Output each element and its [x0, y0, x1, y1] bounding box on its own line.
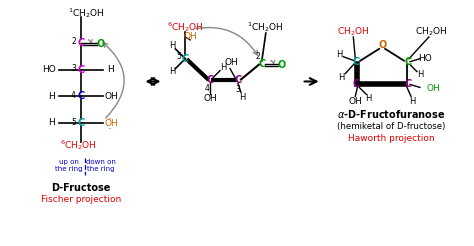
Text: H: H [338, 73, 345, 82]
Text: 2: 2 [71, 37, 76, 46]
Text: OH: OH [105, 92, 118, 101]
Text: Haworth projection: Haworth projection [348, 134, 434, 143]
Text: OH: OH [105, 120, 118, 128]
Text: C: C [77, 91, 84, 101]
FancyArrowPatch shape [103, 43, 124, 118]
Text: $^1$CH$_2$OH: $^1$CH$_2$OH [247, 20, 284, 34]
Text: 2: 2 [255, 52, 260, 61]
Text: OH: OH [427, 84, 441, 93]
Text: C: C [77, 38, 84, 48]
Text: C: C [234, 76, 242, 86]
Text: HO: HO [418, 54, 432, 63]
Text: C: C [207, 76, 214, 86]
Text: 3: 3 [71, 64, 76, 73]
Text: $^6$CH$_2$OH: $^6$CH$_2$OH [60, 138, 96, 152]
Text: ··: ·· [108, 116, 112, 122]
Text: 4: 4 [205, 84, 210, 93]
Text: H: H [169, 41, 175, 50]
Text: OH: OH [203, 94, 217, 103]
Text: C: C [353, 79, 360, 90]
Text: CH$_2$OH: CH$_2$OH [415, 26, 447, 38]
Text: H: H [107, 65, 113, 74]
Text: 4: 4 [71, 91, 76, 100]
Text: H: H [239, 93, 245, 102]
Text: $^6$CH$_2$OH: $^6$CH$_2$OH [167, 20, 204, 34]
Text: up on
the ring: up on the ring [55, 159, 83, 172]
Text: CH$_2$OH: CH$_2$OH [337, 26, 370, 38]
Text: HO: HO [42, 65, 56, 74]
Text: ··: ·· [108, 126, 112, 132]
FancyArrowPatch shape [196, 28, 257, 55]
Text: H: H [48, 119, 55, 127]
Text: C: C [258, 59, 265, 69]
Text: $^1$CH$_2$OH: $^1$CH$_2$OH [68, 6, 104, 20]
FancyArrowPatch shape [271, 60, 275, 64]
Text: 5: 5 [176, 52, 182, 61]
Text: OH: OH [348, 97, 362, 106]
Text: down on
the ring: down on the ring [86, 159, 116, 172]
Text: H: H [409, 97, 415, 106]
Text: $\alpha$-D-Fructofuranose: $\alpha$-D-Fructofuranose [337, 108, 445, 120]
Text: H: H [48, 92, 55, 101]
Text: OH: OH [224, 58, 238, 67]
Text: O: O [378, 40, 386, 50]
FancyArrowPatch shape [89, 39, 92, 43]
Text: (hemiketal of D-fructose): (hemiketal of D-fructose) [337, 123, 445, 131]
Text: OH: OH [183, 32, 197, 42]
Text: C: C [404, 79, 411, 90]
Text: H: H [220, 63, 226, 72]
Text: H: H [336, 50, 343, 59]
Text: D-Fructose: D-Fructose [51, 183, 110, 193]
Text: C: C [182, 54, 189, 64]
Text: H: H [365, 94, 372, 103]
Text: O: O [278, 60, 286, 70]
Text: H: H [417, 70, 423, 79]
Text: 5: 5 [71, 118, 76, 126]
Text: Fischer projection: Fischer projection [41, 195, 121, 204]
Text: C: C [77, 118, 84, 128]
Text: C: C [353, 57, 360, 67]
Text: C: C [77, 65, 84, 75]
Text: C: C [404, 57, 411, 67]
Text: O: O [97, 39, 105, 49]
Text: 3: 3 [236, 85, 240, 94]
Text: H: H [169, 67, 175, 76]
